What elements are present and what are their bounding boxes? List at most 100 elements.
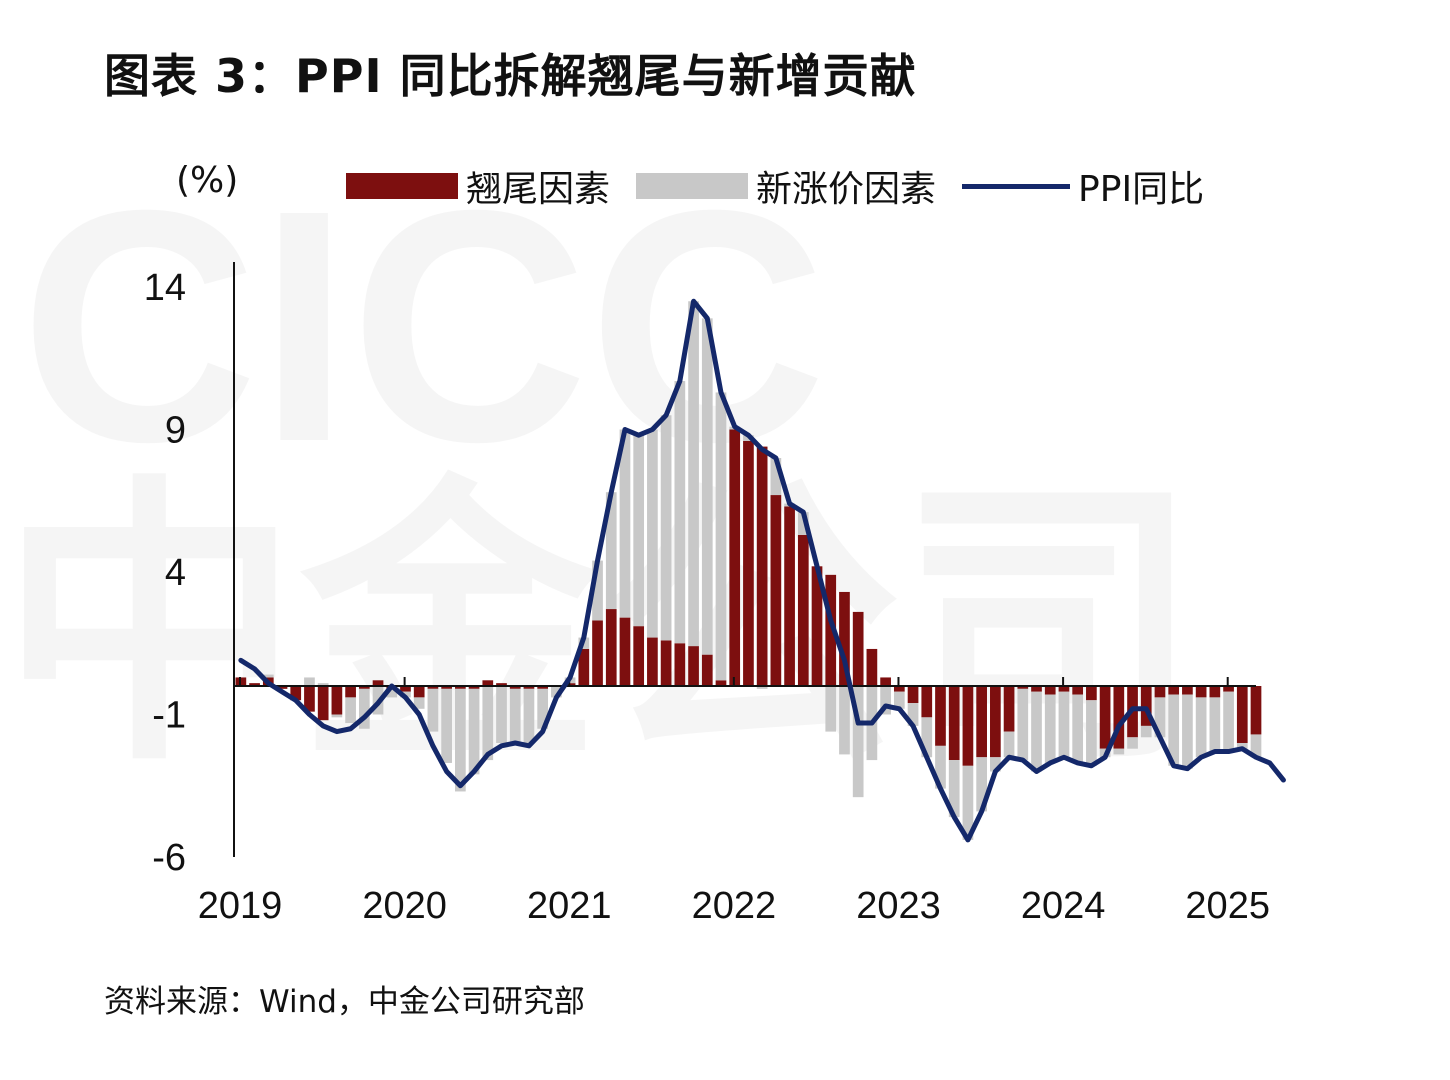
bar-new — [537, 688, 549, 729]
bar-new — [770, 458, 782, 496]
bar-new — [1086, 700, 1097, 766]
bar-tail — [1140, 686, 1152, 726]
bar-new — [701, 318, 713, 655]
bar-layer — [235, 301, 1262, 840]
axes-layer — [233, 262, 1256, 857]
bar-tail — [962, 686, 974, 766]
bar-tail — [701, 654, 713, 686]
bar-new — [1058, 691, 1070, 758]
bar-tail — [660, 640, 672, 686]
bar-new — [1072, 694, 1084, 763]
bar-new — [1044, 694, 1056, 763]
bar-tail — [413, 686, 425, 698]
bar-new — [756, 686, 768, 689]
bar-new — [1223, 691, 1234, 752]
bar-new — [441, 688, 452, 763]
y-tick-label: 4 — [165, 552, 186, 594]
bar-tail — [1017, 686, 1029, 689]
bar-tail — [1058, 686, 1070, 692]
bar-new — [551, 686, 562, 698]
bar-tail — [619, 617, 631, 686]
bar-new — [660, 415, 672, 641]
bar-tail — [358, 686, 370, 689]
bar-new — [1168, 694, 1180, 766]
bar-new — [1236, 743, 1248, 749]
y-tick-label: 14 — [144, 267, 186, 309]
bar-tail — [907, 686, 919, 704]
bar-tail — [1086, 686, 1097, 701]
bar-tail — [688, 646, 699, 686]
bar-tail — [537, 686, 549, 689]
legend-item-tail: 翘尾因素 — [346, 160, 610, 212]
bar-new — [1140, 725, 1152, 738]
bar-tail — [633, 626, 645, 686]
x-tick-label: 2024 — [1021, 885, 1106, 927]
legend-swatch-ppi — [962, 183, 1071, 189]
chart-legend: 翘尾因素 新涨价因素 PPI同比 — [346, 160, 1230, 212]
bar-tail — [784, 506, 795, 686]
bar-new — [880, 686, 891, 715]
x-tick-label: 2022 — [692, 885, 777, 927]
x-tick-label: 2021 — [527, 885, 612, 927]
bar-tail — [976, 686, 987, 758]
bar-new — [317, 683, 329, 686]
bar-tail — [1154, 686, 1166, 698]
bar-tail — [1003, 686, 1015, 732]
y-unit-label: (%) — [176, 160, 239, 201]
bar-tail — [1236, 686, 1248, 743]
bar-new — [1003, 731, 1015, 758]
bar-new — [674, 381, 686, 644]
bar-new — [990, 757, 1001, 772]
bar-tail — [1031, 686, 1042, 692]
bar-tail — [592, 620, 603, 686]
bar-new — [358, 688, 370, 729]
bar-tail — [935, 686, 946, 746]
bar-new — [592, 560, 603, 621]
bar-new — [413, 697, 425, 709]
bar-tail — [372, 680, 384, 686]
bar-tail — [523, 686, 535, 689]
bar-new — [1031, 691, 1042, 772]
bar-new — [797, 512, 809, 535]
bar-new — [605, 492, 617, 610]
bar-new — [304, 677, 315, 686]
x-tick-label: 2025 — [1185, 885, 1270, 927]
legend-item-ppi: PPI同比 — [962, 160, 1204, 212]
y-tick-label: -1 — [152, 695, 186, 737]
bar-tail — [441, 686, 452, 689]
x-tick-label: 2019 — [198, 885, 283, 927]
bar-tail — [729, 429, 741, 686]
tick-label-layer: 2019 2020 2021 2022 2023 2024 2025 14 9 4 -1 -6 — [144, 267, 1270, 927]
legend-item-new: 新涨价因素 — [636, 160, 936, 212]
bar-tail — [290, 686, 302, 701]
bar-tail — [1209, 686, 1221, 698]
bar-tail — [304, 686, 315, 712]
bar-new — [893, 691, 905, 709]
source-note: 资料来源：Wind，中金公司研究部 — [104, 984, 585, 1020]
bar-tail — [921, 686, 933, 718]
bar-tail — [455, 686, 466, 689]
legend-label-new: 新涨价因素 — [756, 169, 937, 210]
bar-tail — [605, 609, 617, 686]
bar-tail — [770, 495, 782, 686]
bar-tail — [839, 591, 850, 686]
bar-tail — [674, 643, 686, 686]
bar-new — [262, 674, 274, 678]
bar-tail — [1182, 686, 1193, 695]
bar-new — [633, 435, 645, 627]
bar-tail — [893, 686, 905, 692]
bar-new — [948, 760, 960, 818]
legend-swatch-tail — [346, 173, 458, 199]
bar-new — [386, 688, 398, 698]
y-tick-label: 9 — [165, 410, 186, 452]
x-tick-label: 2020 — [362, 885, 447, 927]
bar-new — [482, 686, 494, 761]
bar-new — [825, 686, 837, 732]
bar-new — [468, 688, 480, 775]
bar-tail — [400, 686, 411, 692]
legend-label-tail: 翘尾因素 — [466, 169, 611, 210]
bar-new — [619, 429, 631, 618]
y-tick-label: -6 — [152, 837, 186, 879]
bar-tail — [1099, 686, 1111, 749]
